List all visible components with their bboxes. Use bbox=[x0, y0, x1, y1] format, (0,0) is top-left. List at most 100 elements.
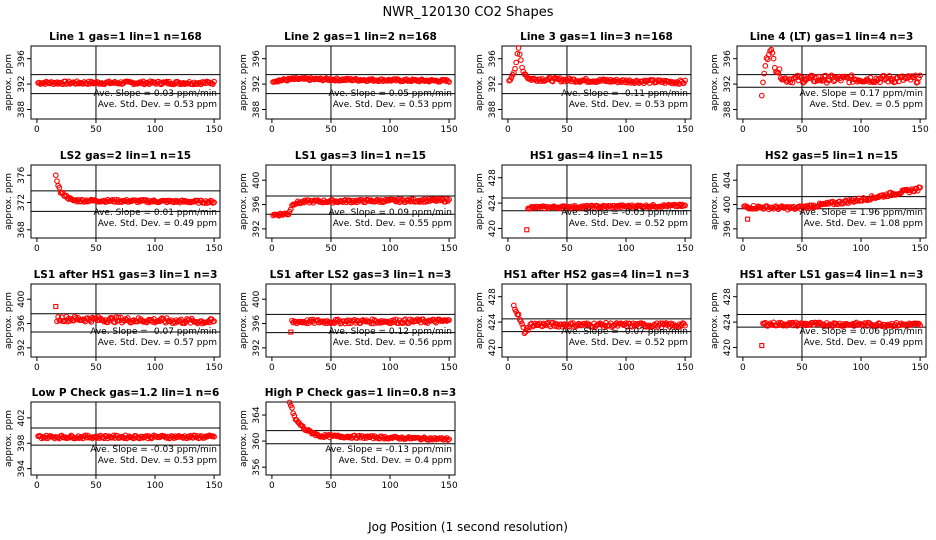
data-point bbox=[211, 433, 217, 440]
x-tick-label: 50 bbox=[90, 363, 102, 373]
y-tick-label: 396 bbox=[252, 315, 262, 332]
stddev-annotation: Ave. Std. Dev. = 0.53 ppm bbox=[98, 456, 217, 466]
x-tick-label: 50 bbox=[90, 244, 102, 254]
x-tick-label: 100 bbox=[381, 363, 398, 373]
data-point bbox=[345, 434, 352, 441]
data-point bbox=[681, 80, 687, 86]
data-point bbox=[827, 73, 834, 80]
x-tick-label: 50 bbox=[796, 244, 808, 254]
plot-frame bbox=[736, 164, 927, 239]
data-points bbox=[510, 302, 688, 337]
figure-title: NWR_120130 CO2 Shapes bbox=[382, 5, 553, 20]
data-point bbox=[884, 322, 890, 329]
x-tick-label: 0 bbox=[34, 481, 40, 491]
chart-panel-12: HS1 after LS1 gas=4 lin=1 n=3 0 50 100 150 42… bbox=[710, 269, 929, 373]
data-point bbox=[414, 198, 421, 205]
data-point bbox=[204, 319, 210, 326]
data-point bbox=[917, 72, 923, 79]
x-tick-label: 100 bbox=[617, 363, 634, 373]
stddev-annotation: Ave. Std. Dev. = 0.53 ppm bbox=[569, 100, 688, 110]
y-tick-label: 360 bbox=[252, 432, 262, 449]
x-tick-label: 150 bbox=[441, 244, 458, 254]
data-point bbox=[787, 79, 794, 85]
y-tick-label: 388 bbox=[723, 101, 733, 118]
stddev-annotation: Ave. Std. Dev. = 1.08 ppm bbox=[804, 219, 923, 229]
data-point bbox=[114, 317, 121, 324]
data-point bbox=[682, 77, 688, 84]
data-point bbox=[299, 319, 306, 326]
data-point bbox=[375, 197, 382, 204]
data-point bbox=[590, 323, 596, 330]
y-tick-label: 356 bbox=[252, 458, 262, 475]
data-point bbox=[416, 316, 423, 323]
x-tick-label: 100 bbox=[617, 244, 634, 254]
data-point bbox=[799, 74, 805, 81]
data-point bbox=[567, 320, 574, 327]
data-point bbox=[603, 78, 609, 85]
x-tick-label: 0 bbox=[740, 244, 746, 254]
y-tick-label: 428 bbox=[488, 288, 498, 305]
x-tick-label: 0 bbox=[505, 244, 511, 254]
x-tick-label: 150 bbox=[677, 125, 694, 135]
y-axis-label: approx. ppm bbox=[239, 54, 249, 111]
data-point bbox=[441, 76, 448, 83]
data-point bbox=[445, 437, 451, 443]
data-points bbox=[270, 74, 452, 85]
panel-title: Low P Check gas=1.2 lin=1 n=6 bbox=[32, 387, 220, 399]
data-point bbox=[139, 317, 145, 324]
x-tick-label: 50 bbox=[561, 244, 573, 254]
data-point bbox=[56, 184, 63, 191]
stddev-annotation: Ave. Std. Dev. = 0.56 ppm bbox=[333, 338, 452, 348]
data-point bbox=[446, 436, 452, 443]
x-tick-label: 100 bbox=[852, 244, 869, 254]
data-point bbox=[764, 56, 771, 63]
y-tick-label: 396 bbox=[488, 50, 498, 67]
plot-frame bbox=[501, 45, 692, 120]
panel-title: LS1 after HS1 gas=3 lin=1 n=3 bbox=[34, 269, 218, 281]
x-tick-label: 0 bbox=[269, 244, 275, 254]
x-tick-label: 150 bbox=[441, 363, 458, 373]
data-point bbox=[549, 319, 556, 326]
plot-frame bbox=[501, 164, 692, 239]
stddev-annotation: Ave. Std. Dev. = 0.52 ppm bbox=[569, 338, 688, 348]
y-axis-label: approx. ppm bbox=[475, 54, 485, 111]
data-points bbox=[506, 45, 688, 87]
slope-annotation: Ave. Slope = 0.01 ppm/min bbox=[93, 208, 217, 218]
x-tick-label: 50 bbox=[561, 125, 573, 135]
data-point bbox=[609, 78, 615, 85]
data-point bbox=[76, 80, 83, 87]
x-tick-label: 100 bbox=[852, 125, 869, 135]
y-tick-label: 372 bbox=[17, 194, 27, 211]
panel-title: Line 3 gas=1 lin=3 n=168 bbox=[520, 31, 673, 43]
x-tick-label: 50 bbox=[796, 125, 808, 135]
y-tick-label: 396 bbox=[723, 220, 733, 237]
y-tick-label: 428 bbox=[723, 288, 733, 305]
data-point bbox=[601, 77, 608, 83]
data-point bbox=[116, 199, 123, 205]
data-points bbox=[53, 303, 217, 327]
x-tick-label: 150 bbox=[206, 125, 223, 135]
x-tick-label: 150 bbox=[912, 244, 929, 254]
x-tick-label: 50 bbox=[325, 125, 337, 135]
y-tick-label: 392 bbox=[723, 75, 733, 92]
y-tick-label: 400 bbox=[252, 171, 262, 188]
y-axis-label: approx. ppm bbox=[4, 410, 14, 467]
x-tick-label: 50 bbox=[90, 125, 102, 135]
x-tick-label: 100 bbox=[146, 244, 163, 254]
data-point bbox=[846, 79, 853, 86]
data-point bbox=[760, 79, 766, 86]
panel-title: HS2 gas=5 lin=1 n=15 bbox=[765, 150, 898, 162]
data-point bbox=[298, 318, 305, 325]
data-point bbox=[121, 435, 128, 442]
y-axis-label: approx. ppm bbox=[4, 54, 14, 111]
data-point bbox=[420, 435, 426, 442]
data-point bbox=[513, 59, 520, 66]
y-tick-label: 388 bbox=[488, 101, 498, 118]
data-point bbox=[770, 55, 777, 62]
y-axis-label: approx. ppm bbox=[710, 54, 720, 111]
data-point bbox=[508, 74, 515, 81]
slope-annotation: Ave. Slope = 1.96 ppm/min bbox=[799, 208, 923, 218]
data-point bbox=[515, 45, 522, 51]
plot-frame bbox=[736, 283, 927, 358]
chart-panel-4: Line 4 (LT) gas=1 lin=4 n=3 0 50 100 150 388 3… bbox=[710, 31, 929, 135]
